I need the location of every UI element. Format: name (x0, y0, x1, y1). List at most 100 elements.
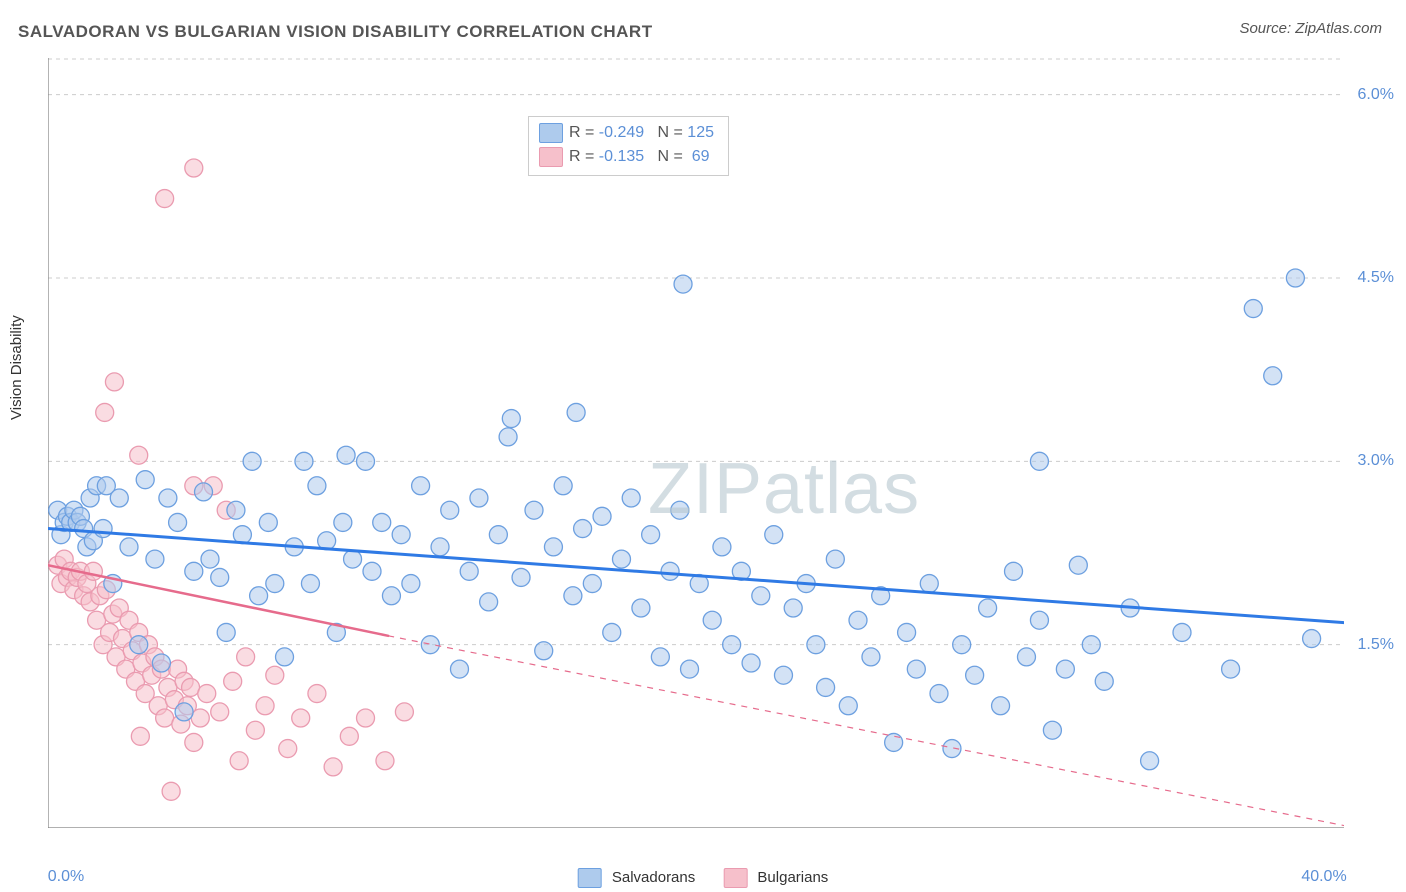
scatter-point (807, 636, 825, 654)
scatter-point (96, 403, 114, 421)
scatter-point (295, 452, 313, 470)
stats-row-bulgarians: R = -0.135 N = 69 (539, 145, 714, 169)
scatter-point (1095, 672, 1113, 690)
scatter-point (460, 562, 478, 580)
swatch-bulgarians (723, 868, 747, 888)
legend-item-salvadorans: Salvadorans (578, 868, 696, 888)
scatter-point (120, 538, 138, 556)
scatter-point (642, 526, 660, 544)
swatch-salvadorans (539, 123, 563, 143)
scatter-point (1244, 300, 1262, 318)
scatter-point (246, 721, 264, 739)
stats-legend-box: R = -0.249 N = 125 R = -0.135 N = 69 (528, 116, 729, 176)
scatter-point (1082, 636, 1100, 654)
scatter-point (480, 593, 498, 611)
scatter-point (603, 623, 621, 641)
scatter-point (681, 660, 699, 678)
x-tick-label: 40.0% (1301, 868, 1346, 886)
scatter-point (217, 623, 235, 641)
scatter-point (907, 660, 925, 678)
scatter-point (373, 513, 391, 531)
scatter-point (674, 275, 692, 293)
scatter-point (839, 697, 857, 715)
scatter-point (1005, 562, 1023, 580)
scatter-point (512, 568, 530, 586)
scatter-point (1141, 752, 1159, 770)
scatter-point (499, 428, 517, 446)
stat-label: R = (569, 121, 599, 145)
scatter-point (502, 410, 520, 428)
scatter-point (567, 403, 585, 421)
scatter-point (784, 599, 802, 617)
scatter-point (1069, 556, 1087, 574)
scatter-point (130, 446, 148, 464)
scatter-point (713, 538, 731, 556)
scatter-point (554, 477, 572, 495)
scatter-point (431, 538, 449, 556)
scatter-point (130, 636, 148, 654)
scatter-point (237, 648, 255, 666)
scatter-point (259, 513, 277, 531)
chart-title: SALVADORAN VS BULGARIAN VISION DISABILIT… (18, 22, 653, 42)
scatter-point (334, 513, 352, 531)
scatter-point (376, 752, 394, 770)
scatter-point (185, 159, 203, 177)
scatter-point (337, 446, 355, 464)
scatter-point (357, 709, 375, 727)
scatter-point (862, 648, 880, 666)
scatter-point (752, 587, 770, 605)
scatter-point (470, 489, 488, 507)
scatter-point (195, 483, 213, 501)
scatter-point (441, 501, 459, 519)
scatter-point (1303, 630, 1321, 648)
scatter-point (136, 471, 154, 489)
scatter-point (742, 654, 760, 672)
scatter-point (651, 648, 669, 666)
scatter-point (308, 477, 326, 495)
trend-line (48, 529, 1344, 623)
x-tick-label: 0.0% (48, 868, 84, 886)
scatter-point (992, 697, 1010, 715)
swatch-salvadorans (578, 868, 602, 888)
scatter-point (723, 636, 741, 654)
scatter-point (279, 740, 297, 758)
scatter-point (357, 452, 375, 470)
scatter-point (412, 477, 430, 495)
scatter-point (292, 709, 310, 727)
scatter-point (256, 697, 274, 715)
scatter-point (1043, 721, 1061, 739)
swatch-bulgarians (539, 147, 563, 167)
scatter-point (826, 550, 844, 568)
scatter-point (185, 562, 203, 580)
bottom-legend: Salvadorans Bulgarians (578, 868, 829, 888)
scatter-point (402, 575, 420, 593)
y-tick-label: 3.0% (1358, 452, 1394, 470)
scatter-point (162, 782, 180, 800)
chart-area: R = -0.249 N = 125 R = -0.135 N = 69 ZIP… (48, 58, 1344, 828)
scatter-point (243, 452, 261, 470)
scatter-point (1173, 623, 1191, 641)
scatter-point (622, 489, 640, 507)
stat-n-salvadorans: 125 (687, 121, 714, 145)
scatter-point (211, 703, 229, 721)
legend-item-bulgarians: Bulgarians (723, 868, 828, 888)
scatter-point (450, 660, 468, 678)
scatter-point (885, 733, 903, 751)
scatter-point (1030, 452, 1048, 470)
scatter-point (156, 190, 174, 208)
scatter-point (421, 636, 439, 654)
scatter-point (201, 550, 219, 568)
legend-label: Salvadorans (612, 869, 695, 886)
stat-label: N = (644, 145, 692, 169)
scatter-point (703, 611, 721, 629)
scatter-point (152, 654, 170, 672)
scatter-point (392, 526, 410, 544)
scatter-point (146, 550, 164, 568)
scatter-point (564, 587, 582, 605)
y-axis-label: Vision Disability (8, 315, 25, 420)
scatter-point (774, 666, 792, 684)
scatter-point (612, 550, 630, 568)
scatter-point (544, 538, 562, 556)
scatter-point (489, 526, 507, 544)
scatter-point (156, 709, 174, 727)
